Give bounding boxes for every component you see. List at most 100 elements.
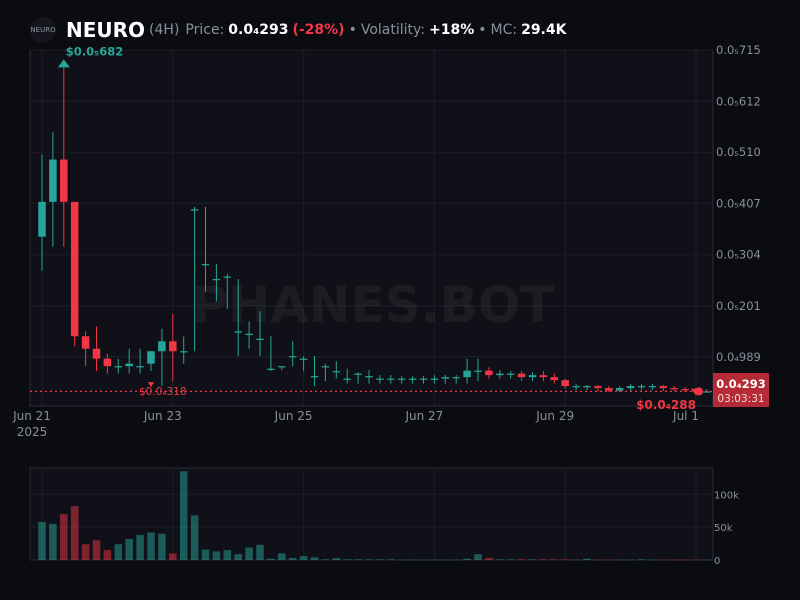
volume-bar [572, 559, 580, 561]
time-axis: Jun 21 2025 Jun 23 Jun 25 Jun 27 Jun 29 Jul 1 [12, 409, 699, 439]
volume-bar [158, 533, 166, 560]
volume-bar [463, 558, 471, 560]
candle-body [201, 264, 210, 266]
volume-bar [234, 554, 242, 560]
volume-bar [387, 559, 395, 560]
candle-body [125, 363, 133, 367]
volume-bar [550, 559, 559, 560]
separator: • [348, 22, 357, 38]
volume-bar [419, 559, 428, 561]
volume-bar [637, 559, 646, 560]
token-logo-text: NEURO [30, 26, 56, 34]
candle-body [528, 375, 537, 378]
candle-body [485, 370, 493, 376]
candle-body [267, 368, 275, 370]
candle-body [179, 351, 188, 353]
volume-bar [245, 547, 253, 560]
volume-tick-label: 50k [714, 523, 733, 534]
market-cap-label: MC: [490, 22, 518, 38]
candle-body [496, 373, 504, 376]
candle-body [103, 358, 112, 367]
volume-bar [430, 559, 439, 561]
candle-body [659, 386, 668, 389]
volume-bar [81, 544, 90, 560]
candle-body [114, 366, 123, 368]
volume-bar [626, 559, 635, 561]
candle-body [245, 333, 253, 336]
candle-body [637, 386, 646, 388]
separator: • [478, 22, 487, 38]
candle-body [288, 356, 297, 358]
high-label: $0.0₅682 [66, 44, 123, 58]
candle-body [190, 209, 199, 211]
low-label: $0.0₄288 [636, 398, 696, 412]
current-price-value: 0.0₄293 [716, 377, 765, 391]
volume-bars [38, 471, 711, 561]
volume-bar [321, 559, 330, 560]
low-ref-label: $0.0₄318 [139, 386, 187, 398]
volume-bar [441, 559, 450, 561]
volume-bar [594, 559, 602, 561]
candle-body [365, 376, 373, 378]
volume-tick-label: 100k [714, 490, 739, 501]
price-tick-label: 0.0₅407 [716, 196, 761, 210]
candle-body [332, 371, 341, 373]
candle-body [626, 386, 635, 389]
volume-bar [267, 558, 275, 560]
volume-bar [212, 551, 221, 560]
volume-bar [125, 538, 133, 560]
volume-bar [452, 559, 460, 561]
watermark: PHANES.BOT [192, 276, 555, 334]
candle-body [169, 341, 177, 352]
candle-body [408, 378, 417, 380]
price-tick-label: 0.0₅612 [716, 94, 761, 108]
volume-bar [38, 521, 46, 560]
volatility-value: +18% [428, 22, 475, 38]
token-logo: NEURO [30, 17, 56, 43]
volume-bar [670, 559, 678, 561]
price-label: Price: [185, 22, 225, 38]
volume-bar [615, 559, 624, 561]
volume-bar [92, 540, 101, 560]
volume-axis: 100k 50k 0 [714, 490, 739, 567]
high-marker [57, 59, 70, 68]
volume-bar [397, 559, 406, 561]
volume-tick-label: 0 [714, 556, 720, 567]
candle-body [212, 279, 221, 281]
candle-body [605, 388, 613, 391]
candle-body [310, 376, 319, 378]
candle-body [234, 331, 242, 333]
time-tick-label: Jun 21 [12, 409, 51, 423]
current-price-badge [713, 373, 769, 407]
time-tick-label: Jul 1 [672, 409, 699, 423]
price-panel [29, 49, 714, 407]
candle-body [354, 373, 362, 375]
candle-body [81, 336, 90, 349]
candle-body [572, 386, 580, 388]
token-name: NEURO [66, 18, 146, 42]
candle-body [550, 377, 559, 381]
candle-body [299, 358, 308, 360]
candle-body [615, 388, 624, 391]
countdown-timer: 03:03:31 [717, 393, 764, 405]
volume-bar [278, 553, 286, 560]
candle-body [321, 366, 330, 368]
time-tick-label: Jun 23 [143, 409, 182, 423]
volume-bar [70, 506, 79, 560]
price-tick-label: 0.0₅510 [716, 145, 761, 159]
candle-body [343, 378, 351, 380]
grid-lines [30, 49, 713, 560]
candle-body [474, 370, 482, 372]
candle-body [539, 375, 548, 378]
price-tick-label: 0.0₅715 [716, 43, 761, 57]
volume-bar [299, 556, 308, 560]
candle-body [670, 388, 678, 390]
volume-bar [49, 523, 57, 560]
volume-bar [136, 535, 144, 560]
candle-body [648, 386, 657, 388]
current-price-dot [695, 387, 703, 396]
volume-bar [506, 559, 515, 560]
candle-body [681, 389, 689, 391]
candle-body [147, 351, 155, 364]
